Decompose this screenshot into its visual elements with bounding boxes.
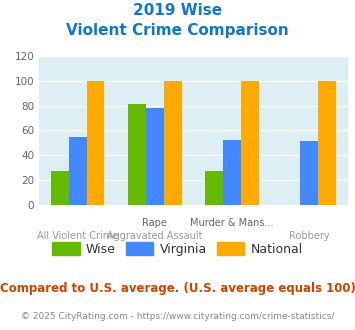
Text: Violent Crime Comparison: Violent Crime Comparison xyxy=(66,23,289,38)
Bar xyxy=(87,81,104,205)
Bar xyxy=(241,81,259,205)
Text: © 2025 CityRating.com - https://www.cityrating.com/crime-statistics/: © 2025 CityRating.com - https://www.city… xyxy=(21,312,334,321)
Bar xyxy=(69,137,87,205)
Bar xyxy=(206,171,223,205)
Text: Compared to U.S. average. (U.S. average equals 100): Compared to U.S. average. (U.S. average … xyxy=(0,282,355,295)
Bar xyxy=(51,171,69,205)
Bar xyxy=(128,104,146,205)
Bar xyxy=(164,81,181,205)
Text: Aggravated Assault: Aggravated Assault xyxy=(107,231,203,241)
Bar xyxy=(300,142,318,205)
Bar xyxy=(146,108,164,205)
Text: Robbery: Robbery xyxy=(289,231,329,241)
Text: Rape: Rape xyxy=(142,218,167,228)
Text: All Violent Crime: All Violent Crime xyxy=(37,231,118,241)
Bar xyxy=(223,140,241,205)
Legend: Wise, Virginia, National: Wise, Virginia, National xyxy=(47,237,308,261)
Text: 2019 Wise: 2019 Wise xyxy=(133,3,222,18)
Bar xyxy=(318,81,336,205)
Text: Murder & Mans...: Murder & Mans... xyxy=(190,218,274,228)
